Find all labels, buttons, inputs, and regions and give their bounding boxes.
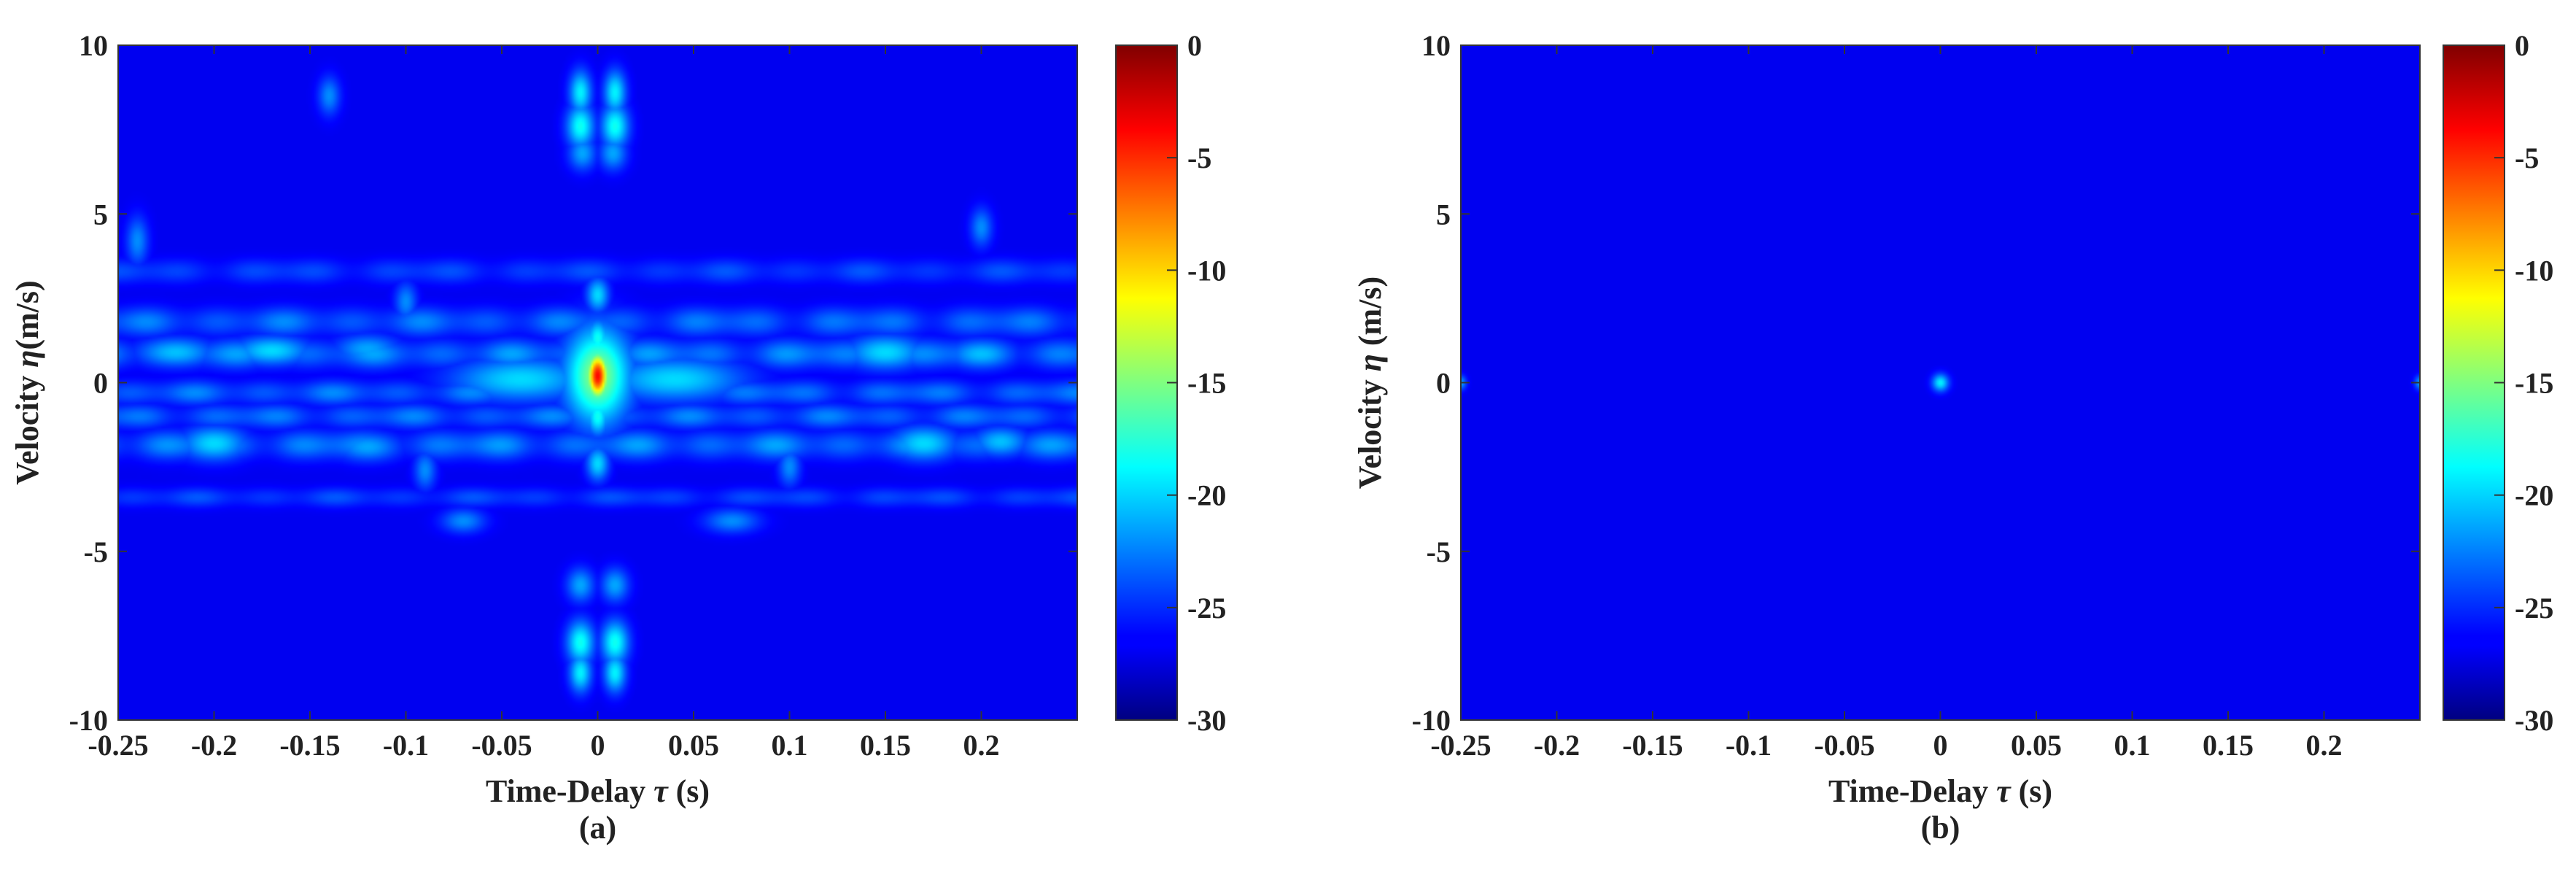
y-tick-label: -10 xyxy=(69,704,108,737)
colorbar-tick-label: 0 xyxy=(1187,29,1202,62)
x-tick-label: 0.05 xyxy=(2011,729,2062,762)
x-tick-label: -0.15 xyxy=(1622,729,1683,762)
colorbar-tick-label: -30 xyxy=(2515,704,2553,737)
panel-label: (a) xyxy=(579,810,616,846)
heatmap-panel: -0.25 -0.2 -0.15 -0.1 -0.05 0 0.05 0.1 0.15 0.2 10… xyxy=(9,29,1226,846)
y-tick-label: 5 xyxy=(1436,198,1451,231)
x-axis-label-text: Time-Delay xyxy=(486,773,653,809)
colorbar-tick-label: -5 xyxy=(2515,142,2539,174)
colorbar-tick-label: -30 xyxy=(1187,704,1226,737)
y-tick-label: -5 xyxy=(84,535,108,568)
x-tick-label: 0.15 xyxy=(860,729,911,762)
y-tick-label: -10 xyxy=(1412,704,1451,737)
colorbar-tick-label: -25 xyxy=(1187,592,1226,624)
y-tick-label: 5 xyxy=(93,198,108,231)
heatmap-image xyxy=(1461,45,2420,720)
y-axis-label-symbol: η xyxy=(1352,354,1388,371)
colorbar-tick-label: -15 xyxy=(2515,367,2553,400)
x-tick-label: 0 xyxy=(591,729,605,762)
colorbar-tick-label: 0 xyxy=(2515,29,2529,62)
x-tick-label: -0.1 xyxy=(383,729,429,762)
x-tick-label: 0.2 xyxy=(963,729,1000,762)
x-axis-label-unit: (s) xyxy=(2011,773,2052,809)
colorbar-tick-label: -20 xyxy=(2515,479,2553,512)
x-tick-label: 0.15 xyxy=(2203,729,2254,762)
y-axis-label-unit: (m/s) xyxy=(1352,276,1388,354)
x-axis-label-symbol: τ xyxy=(1996,773,2011,809)
y-tick-label: 0 xyxy=(93,367,108,400)
x-tick-label: -0.05 xyxy=(471,729,532,762)
x-tick-label: -0.25 xyxy=(88,729,148,762)
panel-label: (b) xyxy=(1921,810,1960,846)
x-tick-label: 0.1 xyxy=(772,729,808,762)
y-tick-label: -5 xyxy=(1427,535,1451,568)
x-tick-label: 0.05 xyxy=(668,729,719,762)
y-axis-label-text: Velocity xyxy=(1352,371,1388,489)
x-tick-label: 0 xyxy=(1933,729,1948,762)
y-axis-label: Velocity η(m/s) xyxy=(9,280,45,484)
colorbar-tick-label: -5 xyxy=(1187,142,1211,174)
x-tick-label: -0.2 xyxy=(1534,729,1580,762)
x-tick-label: -0.2 xyxy=(191,729,237,762)
y-tick-label: 0 xyxy=(1436,367,1451,400)
y-tick-label: 10 xyxy=(1421,29,1451,62)
x-axis-label-symbol: τ xyxy=(653,773,669,809)
y-axis-label-text: Velocity xyxy=(9,368,45,485)
y-axis-label-symbol: η xyxy=(9,350,45,368)
x-axis-label-unit: (s) xyxy=(668,773,710,809)
x-tick-label: 0.1 xyxy=(2114,729,2151,762)
y-axis-label: Velocity η (m/s) xyxy=(1352,276,1388,489)
colorbar-tick-label: -15 xyxy=(1187,367,1226,400)
heatmap-panel: -0.25 -0.2 -0.15 -0.1 -0.05 0 0.05 0.1 0.15 0.2 10… xyxy=(1352,29,2553,846)
y-tick-label: 10 xyxy=(79,29,108,62)
x-tick-label: -0.1 xyxy=(1726,729,1772,762)
x-tick-label: 0.2 xyxy=(2306,729,2343,762)
colorbar-tick-label: -10 xyxy=(1187,254,1226,287)
colorbar-tick-label: -25 xyxy=(2515,592,2553,624)
y-axis-label-unit: (m/s) xyxy=(9,280,45,349)
colorbar-tick-label: -20 xyxy=(1187,479,1226,512)
x-axis-label-text: Time-Delay xyxy=(1828,773,1996,809)
x-axis-label: Time-Delay τ (s) xyxy=(486,773,710,809)
x-tick-label: -0.05 xyxy=(1814,729,1874,762)
colorbar-tick-label: -10 xyxy=(2515,254,2553,287)
heatmap-image xyxy=(118,45,1077,720)
x-axis-label: Time-Delay τ (s) xyxy=(1828,773,2052,809)
x-tick-label: -0.25 xyxy=(1430,729,1491,762)
x-tick-label: -0.15 xyxy=(279,729,340,762)
